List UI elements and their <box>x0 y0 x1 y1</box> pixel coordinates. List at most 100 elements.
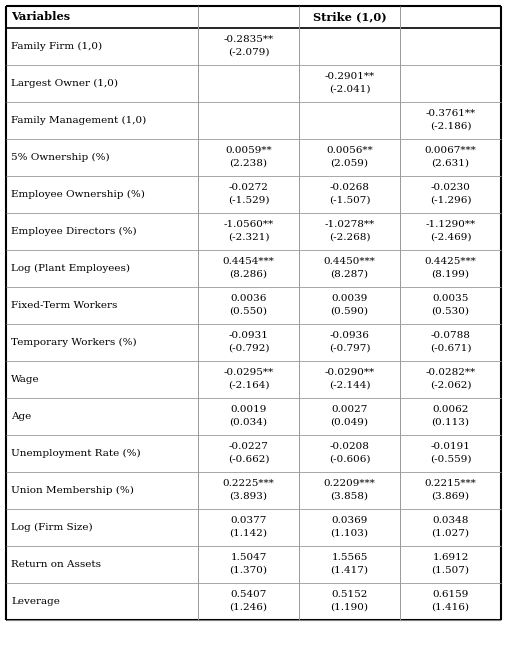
Text: 0.4425***: 0.4425*** <box>425 257 477 266</box>
Text: Employee Ownership (%): Employee Ownership (%) <box>11 190 145 199</box>
Text: -0.2901**: -0.2901** <box>324 71 375 80</box>
Text: -1.0560**: -1.0560** <box>224 220 274 229</box>
Text: -0.0788: -0.0788 <box>430 330 470 340</box>
Text: (8.287): (8.287) <box>331 270 369 279</box>
Text: (1.246): (1.246) <box>230 603 268 612</box>
Text: 0.0056**: 0.0056** <box>326 146 373 155</box>
Text: (-2.469): (-2.469) <box>430 233 471 242</box>
Text: 0.2209***: 0.2209*** <box>323 479 375 487</box>
Text: (1.190): (1.190) <box>331 603 369 612</box>
Text: (3.893): (3.893) <box>230 492 268 500</box>
Text: -0.0227: -0.0227 <box>229 441 268 450</box>
Text: 0.0369: 0.0369 <box>331 516 368 525</box>
Text: (-2.062): (-2.062) <box>430 380 471 389</box>
Text: -1.1290**: -1.1290** <box>425 220 476 229</box>
Text: (-2.268): (-2.268) <box>329 233 370 242</box>
Text: 0.0059**: 0.0059** <box>225 146 272 155</box>
Text: Return on Assets: Return on Assets <box>11 560 101 569</box>
Text: Family Management (1,0): Family Management (1,0) <box>11 116 146 125</box>
Text: Wage: Wage <box>11 375 40 384</box>
Text: (0.034): (0.034) <box>230 417 268 426</box>
Text: -0.2835**: -0.2835** <box>224 34 274 43</box>
Text: 0.5152: 0.5152 <box>331 590 368 599</box>
Text: Leverage: Leverage <box>11 597 60 606</box>
Text: (-0.606): (-0.606) <box>329 454 370 463</box>
Text: Strike (1,0): Strike (1,0) <box>313 12 386 23</box>
Text: (-1.507): (-1.507) <box>329 196 370 205</box>
Text: (1.370): (1.370) <box>230 566 268 575</box>
Text: (2.059): (2.059) <box>331 159 369 168</box>
Text: 0.0035: 0.0035 <box>432 294 468 303</box>
Text: 0.4450***: 0.4450*** <box>323 257 375 266</box>
Text: (8.286): (8.286) <box>230 270 268 279</box>
Text: Unemployment Rate (%): Unemployment Rate (%) <box>11 449 140 458</box>
Text: Age: Age <box>11 412 31 421</box>
Text: 0.5407: 0.5407 <box>230 590 267 599</box>
Text: Temporary Workers (%): Temporary Workers (%) <box>11 338 136 347</box>
Text: -0.3761**: -0.3761** <box>425 109 476 117</box>
Text: (-1.296): (-1.296) <box>430 196 471 205</box>
Text: 0.0377: 0.0377 <box>230 516 267 525</box>
Text: Largest Owner (1,0): Largest Owner (1,0) <box>11 79 118 88</box>
Text: (0.550): (0.550) <box>230 307 268 316</box>
Text: (1.103): (1.103) <box>331 529 369 538</box>
Text: (-2.164): (-2.164) <box>228 380 269 389</box>
Text: (2.631): (2.631) <box>431 159 469 168</box>
Text: 1.5047: 1.5047 <box>230 553 267 562</box>
Text: 0.4454***: 0.4454*** <box>223 257 274 266</box>
Text: (-2.144): (-2.144) <box>329 380 370 389</box>
Text: Log (Plant Employees): Log (Plant Employees) <box>11 264 130 273</box>
Text: (1.417): (1.417) <box>331 566 369 575</box>
Text: -0.0295**: -0.0295** <box>224 367 274 376</box>
Text: (-2.186): (-2.186) <box>430 122 471 130</box>
Text: (1.142): (1.142) <box>230 529 268 538</box>
Text: (3.858): (3.858) <box>331 492 369 500</box>
Text: (0.049): (0.049) <box>331 417 369 426</box>
Text: -0.0936: -0.0936 <box>330 330 370 340</box>
Text: -0.0290**: -0.0290** <box>324 367 375 376</box>
Text: (-0.671): (-0.671) <box>430 343 471 353</box>
Text: 0.0348: 0.0348 <box>432 516 468 525</box>
Text: -0.0272: -0.0272 <box>229 183 268 192</box>
Text: 0.0062: 0.0062 <box>432 404 468 413</box>
Text: 1.6912: 1.6912 <box>432 553 468 562</box>
Text: (-0.792): (-0.792) <box>228 343 269 353</box>
Text: (3.869): (3.869) <box>431 492 469 500</box>
Text: (1.416): (1.416) <box>431 603 469 612</box>
Text: Log (Firm Size): Log (Firm Size) <box>11 523 93 532</box>
Text: -0.0191: -0.0191 <box>430 441 470 450</box>
Text: 0.0039: 0.0039 <box>331 294 368 303</box>
Text: (-0.559): (-0.559) <box>430 454 471 463</box>
Text: (-0.662): (-0.662) <box>228 454 269 463</box>
Text: 5% Ownership (%): 5% Ownership (%) <box>11 153 110 162</box>
Text: -0.0208: -0.0208 <box>330 441 370 450</box>
Text: (1.027): (1.027) <box>431 529 469 538</box>
Text: Variables: Variables <box>11 12 70 23</box>
Text: (2.238): (2.238) <box>230 159 268 168</box>
Text: 0.6159: 0.6159 <box>432 590 468 599</box>
Text: (8.199): (8.199) <box>431 270 469 279</box>
Text: 0.2225***: 0.2225*** <box>223 479 274 487</box>
Text: 1.5565: 1.5565 <box>331 553 368 562</box>
Text: 0.0027: 0.0027 <box>331 404 368 413</box>
Text: 0.2215***: 0.2215*** <box>425 479 477 487</box>
Text: -0.0268: -0.0268 <box>330 183 370 192</box>
Text: (0.113): (0.113) <box>431 417 469 426</box>
Text: (-2.041): (-2.041) <box>329 84 370 93</box>
Text: -0.0282**: -0.0282** <box>425 367 476 376</box>
Text: 0.0036: 0.0036 <box>230 294 267 303</box>
Text: (1.507): (1.507) <box>431 566 469 575</box>
Text: -0.0931: -0.0931 <box>229 330 268 340</box>
Text: Fixed-Term Workers: Fixed-Term Workers <box>11 301 118 310</box>
Text: -1.0278**: -1.0278** <box>324 220 375 229</box>
Text: Employee Directors (%): Employee Directors (%) <box>11 227 136 236</box>
Text: (-0.797): (-0.797) <box>329 343 370 353</box>
Text: (0.530): (0.530) <box>431 307 469 316</box>
Text: 0.0019: 0.0019 <box>230 404 267 413</box>
Text: (-2.079): (-2.079) <box>228 47 269 56</box>
Text: -0.0230: -0.0230 <box>430 183 470 192</box>
Text: Family Firm (1,0): Family Firm (1,0) <box>11 42 102 51</box>
Text: (-1.529): (-1.529) <box>228 196 269 205</box>
Text: 0.0067***: 0.0067*** <box>425 146 477 155</box>
Text: (-2.321): (-2.321) <box>228 233 269 242</box>
